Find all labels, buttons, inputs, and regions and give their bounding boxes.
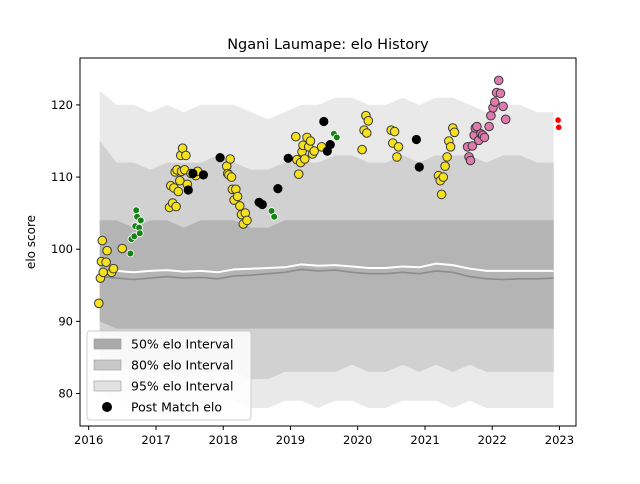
median-lines [99, 262, 554, 281]
point-yellow-42 [291, 131, 301, 142]
point-yellow-37 [235, 201, 245, 211]
legend-swatch-3 [102, 402, 112, 412]
point-yellow-9 [117, 243, 127, 254]
point-green-0 [126, 249, 135, 258]
y-tick-label-100: 100 [51, 242, 73, 256]
point-black-10 [325, 140, 335, 150]
point-yellow-74 [449, 127, 460, 138]
legend-swatch-1 [93, 359, 122, 371]
x-tick-label-2018: 2018 [209, 433, 238, 447]
legend: 50% elo Interval 80% elo Interval 95% elo … [86, 330, 252, 421]
point-green-12 [332, 133, 341, 142]
point-pink-6 [472, 121, 482, 132]
point-green-8 [137, 216, 145, 225]
point-black-12 [414, 162, 424, 172]
data-points [94, 75, 562, 309]
point-pink-18 [498, 101, 508, 112]
point-yellow-67 [436, 189, 447, 200]
point-yellow-72 [445, 142, 456, 152]
legend-label-0: 50% elo Interval [131, 337, 233, 352]
point-yellow-0 [94, 298, 104, 309]
point-pink-17 [495, 88, 506, 99]
y-tick-label-110: 110 [51, 170, 73, 184]
point-pink-16 [493, 75, 504, 86]
x-tick-label-2016: 2016 [74, 433, 103, 447]
point-yellow-64 [393, 142, 404, 152]
point-yellow-58 [362, 128, 372, 138]
x-tick-label-2023: 2023 [545, 433, 574, 447]
point-yellow-8 [108, 263, 119, 274]
point-black-2 [198, 170, 208, 180]
point-yellow-6 [102, 245, 112, 256]
y-axis-label: elo score [24, 215, 38, 269]
point-yellow-44 [293, 169, 304, 179]
x-tick-label-2017: 2017 [141, 433, 170, 447]
point-yellow-18 [175, 175, 185, 186]
point-black-7 [283, 153, 293, 163]
point-yellow-70 [442, 152, 452, 162]
point-yellow-51 [305, 136, 316, 146]
point-pink-12 [486, 110, 496, 121]
y-tick-label-80: 80 [58, 387, 73, 401]
median-line-white [99, 262, 554, 274]
legend-label-3: Post Match elo [131, 400, 222, 415]
point-yellow-48 [300, 154, 310, 164]
point-yellow-59 [363, 116, 374, 126]
y-tick-label-90: 90 [58, 314, 73, 328]
point-green-7 [136, 229, 144, 238]
x-tick-label-2021: 2021 [410, 433, 439, 447]
y-tick-label-120: 120 [51, 98, 73, 112]
point-red-0 [555, 117, 561, 123]
band-p50 [99, 220, 554, 329]
point-black-3 [215, 153, 225, 163]
x-tick-label-2019: 2019 [276, 433, 305, 447]
x-tick-label-2022: 2022 [478, 433, 507, 447]
point-yellow-31 [225, 154, 235, 164]
point-black-6 [273, 184, 283, 194]
legend-swatch-2 [93, 380, 122, 392]
point-green-10 [270, 212, 279, 221]
point-yellow-5 [101, 257, 111, 268]
point-yellow-36 [232, 191, 243, 202]
point-green-4 [132, 206, 141, 215]
point-yellow-17 [173, 186, 184, 197]
point-yellow-69 [440, 161, 450, 171]
point-yellow-23 [181, 150, 191, 161]
point-pink-14 [490, 97, 500, 107]
legend-label-2: 95% elo Interval [131, 379, 233, 394]
point-black-1 [188, 168, 198, 179]
point-pink-19 [500, 114, 511, 125]
legend-label-1: 80% elo Interval [131, 358, 233, 373]
point-yellow-62 [389, 126, 400, 137]
interval-bands [99, 90, 554, 408]
y-axis-ticks: 80 90 100 110 120 [51, 98, 80, 401]
point-yellow-4 [98, 267, 108, 278]
point-pink-11 [484, 121, 494, 132]
x-axis-ticks: 2016 2017 2018 2019 2020 2021 2022 2023 [74, 426, 574, 447]
point-yellow-15 [171, 201, 181, 212]
point-red-1 [555, 124, 562, 131]
point-yellow-53 [309, 146, 320, 156]
plot-frame [79, 57, 577, 427]
point-black-11 [411, 134, 421, 145]
legend-swatch-0 [93, 338, 122, 350]
point-pink-2 [465, 155, 476, 166]
legend-box [86, 330, 252, 421]
point-pink-10 [479, 132, 490, 143]
point-yellow-63 [392, 152, 402, 162]
point-yellow-41 [242, 215, 252, 226]
point-yellow-3 [97, 235, 108, 246]
point-yellow-55 [357, 144, 367, 155]
point-black-0 [183, 185, 193, 195]
point-yellow-68 [438, 172, 449, 182]
point-black-5 [257, 199, 267, 210]
chart-title: Ngani Laumape: elo History [227, 37, 429, 53]
x-tick-label-2020: 2020 [343, 433, 372, 447]
point-yellow-32 [226, 172, 237, 182]
median-line-gray [99, 268, 554, 281]
point-black-8 [319, 116, 329, 127]
point-pink-3 [467, 141, 478, 151]
